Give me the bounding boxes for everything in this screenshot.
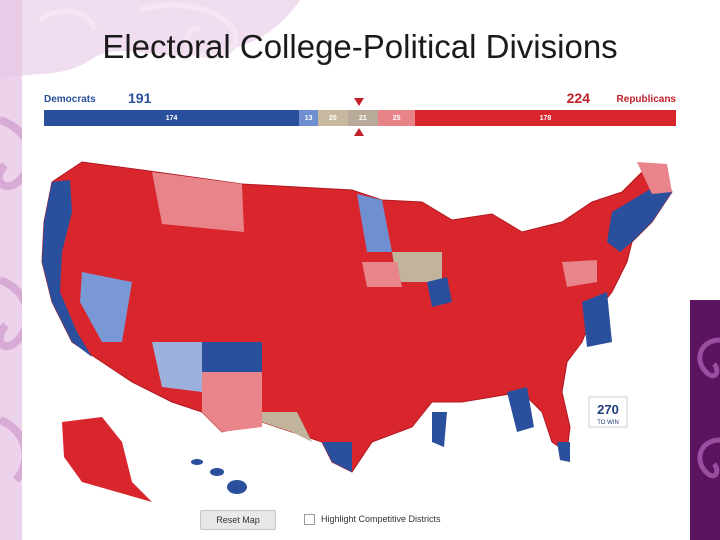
decorative-swirl-top bbox=[0, 0, 300, 80]
region-montana[interactable] bbox=[152, 172, 244, 232]
contiguous-us-shape[interactable] bbox=[41, 161, 673, 473]
democrats-label: Democrats bbox=[44, 94, 96, 105]
region-new-mexico[interactable] bbox=[202, 342, 262, 372]
democrats-total: 191 bbox=[128, 90, 152, 106]
region-texas-south[interactable] bbox=[322, 442, 352, 472]
region-nevada[interactable] bbox=[80, 272, 132, 342]
republicans-total: 224 bbox=[566, 90, 590, 106]
region-mississippi-delta[interactable] bbox=[432, 412, 447, 447]
region-chicago[interactable] bbox=[427, 277, 452, 307]
ev-bar-segment-1: 13 bbox=[299, 110, 319, 126]
slide-title: Electoral College-Political Divisions bbox=[102, 28, 618, 65]
decorative-swirl-right bbox=[690, 300, 720, 540]
svg-text:270: 270 bbox=[597, 402, 619, 417]
region-west-coast[interactable] bbox=[42, 180, 92, 357]
hawaii-island-2[interactable] bbox=[210, 468, 224, 476]
270-marker-bottom-icon bbox=[354, 128, 364, 136]
region-arizona-east[interactable] bbox=[152, 342, 202, 392]
electoral-map-panel: Democrats 191 224 Republicans 174 13 20 21 2… bbox=[22, 82, 690, 534]
alaska-shape[interactable] bbox=[62, 417, 152, 502]
reset-map-button[interactable]: Reset Map bbox=[200, 510, 276, 530]
ev-bar-segment-4: 25 bbox=[378, 110, 415, 126]
us-district-map[interactable]: 270 TO WIN bbox=[22, 142, 690, 512]
hawaii-island-1[interactable] bbox=[191, 459, 203, 465]
region-georgia-blue[interactable] bbox=[507, 387, 534, 432]
region-texas-west[interactable] bbox=[262, 412, 312, 442]
hawaii-island-3[interactable] bbox=[227, 480, 247, 494]
republicans-label: Republicans bbox=[616, 94, 676, 105]
ev-bar-segment-5: 178 bbox=[414, 110, 676, 126]
ev-bar-segment-0: 174 bbox=[44, 110, 300, 126]
highlight-competitive-toggle[interactable]: Highlight Competitive Districts bbox=[304, 512, 441, 526]
electoral-vote-bar: 174 13 20 21 25 178 bbox=[44, 110, 676, 126]
highlight-competitive-label: Highlight Competitive Districts bbox=[321, 514, 441, 524]
highlight-competitive-checkbox[interactable] bbox=[304, 513, 315, 525]
decorative-swirl-left bbox=[0, 0, 35, 540]
region-new-england[interactable] bbox=[607, 182, 672, 252]
region-maine[interactable] bbox=[637, 162, 672, 194]
region-florida-south[interactable] bbox=[557, 442, 570, 462]
region-pennsylvania[interactable] bbox=[562, 260, 597, 287]
270-to-win-logo: 270 TO WIN bbox=[588, 396, 628, 428]
270-marker-top-icon bbox=[354, 98, 364, 106]
electoral-vote-header: Democrats 191 224 Republicans bbox=[44, 90, 676, 110]
region-wisconsin[interactable] bbox=[392, 252, 442, 282]
svg-text:TO WIN: TO WIN bbox=[597, 420, 619, 426]
ev-bar-segment-3: 21 bbox=[347, 110, 379, 126]
region-minnesota[interactable] bbox=[357, 194, 392, 252]
region-new-mexico-south[interactable] bbox=[202, 372, 262, 432]
ev-bar-segment-2: 20 bbox=[318, 110, 348, 126]
region-mid-atlantic[interactable] bbox=[582, 292, 612, 347]
region-iowa[interactable] bbox=[362, 262, 402, 287]
